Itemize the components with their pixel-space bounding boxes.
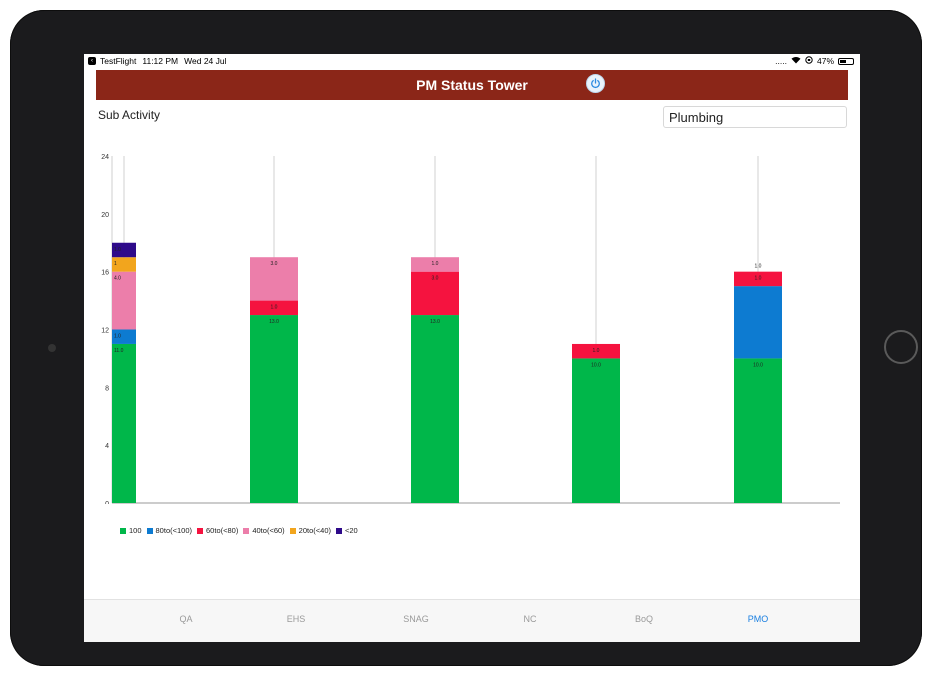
- legend-swatch: [197, 527, 204, 534]
- back-to-app-icon[interactable]: ‹: [88, 57, 96, 65]
- bar-segment: [112, 271, 136, 330]
- data-label: 3.0: [432, 276, 439, 282]
- tab-ehs[interactable]: EHS: [286, 614, 306, 624]
- data-label: 1.0: [593, 348, 600, 354]
- data-label: 1.0: [755, 276, 762, 282]
- status-time: 11:12 PM: [142, 56, 179, 66]
- battery-percent: 47%: [816, 56, 834, 66]
- bar-segment: [572, 358, 620, 503]
- bar-segment: [250, 257, 298, 301]
- app-screen: ‹ TestFlight 11:12 PM Wed 24 Jul ..... 4…: [84, 54, 860, 642]
- legend-swatch: [120, 527, 126, 534]
- tab-pmo[interactable]: PMO: [747, 614, 769, 624]
- data-label: 13.0: [269, 319, 279, 325]
- power-icon: [591, 78, 600, 89]
- y-tick-label: 12: [101, 328, 109, 335]
- legend-label: 100: [129, 526, 142, 535]
- legend-label: 80to(<100): [155, 526, 193, 535]
- bottom-tab-bar: QA EHS SNAG NC BoQ PMO: [84, 599, 860, 642]
- tab-nc[interactable]: NC: [523, 614, 537, 624]
- legend-item: <20: [336, 526, 358, 535]
- bar-segment: [250, 300, 298, 316]
- legend-label: 20to(<40): [298, 526, 331, 535]
- legend-label: 60to(<80): [206, 526, 239, 535]
- bar-segment: [572, 343, 620, 359]
- sub-activity-label: Sub Activity: [98, 108, 161, 122]
- data-label: 1.0: [755, 264, 762, 270]
- battery-icon: [838, 57, 854, 65]
- legend-swatch: [243, 527, 250, 534]
- sub-activity-select[interactable]: Plumbing: [663, 106, 847, 128]
- bar-segment: [250, 315, 298, 503]
- front-camera: [48, 344, 56, 352]
- legend-swatch: [336, 527, 342, 534]
- home-button[interactable]: [884, 330, 918, 364]
- legend-item: 40to(<60): [243, 526, 285, 535]
- status-date: Wed 24 Jul: [184, 56, 227, 66]
- data-label: 1.0: [271, 305, 278, 311]
- y-tick-label: 16: [101, 270, 109, 277]
- legend-item: 20to(<40): [289, 526, 331, 535]
- bar-segment: [112, 257, 136, 272]
- bar-segment: [734, 358, 782, 503]
- y-tick-label: 24: [101, 154, 109, 161]
- bar-segment: [112, 329, 136, 344]
- data-label: 11.0: [114, 348, 124, 354]
- ipad-frame: ‹ TestFlight 11:12 PM Wed 24 Jul ..... 4…: [10, 10, 922, 666]
- bar-segment: [411, 315, 459, 503]
- back-app-name[interactable]: TestFlight: [100, 56, 137, 66]
- y-tick-label: 20: [101, 212, 109, 219]
- data-label: 10.0: [753, 362, 763, 368]
- data-label: 1.0: [114, 334, 121, 340]
- legend-label: 40to(<60): [252, 526, 285, 535]
- data-label: 13.0: [430, 319, 440, 325]
- y-tick-label: 8: [105, 385, 109, 392]
- y-tick-label: 0: [105, 501, 109, 504]
- orientation-lock-icon: [805, 56, 813, 66]
- legend-item: 80to(<100): [146, 526, 193, 535]
- data-label: 3.0: [271, 261, 278, 267]
- cellular-signal-icon: .....: [775, 56, 787, 66]
- y-tick-label: 4: [105, 443, 109, 450]
- bar-segment: [734, 286, 782, 359]
- data-label: 1: [114, 261, 117, 267]
- status-bar-chart: 0481216202411.01.04.011.0Wing A13.01.03.…: [101, 154, 840, 504]
- page-title: PM Status Tower: [416, 77, 528, 93]
- title-bar: PM Status Tower: [96, 70, 848, 100]
- tab-snag[interactable]: SNAG: [403, 614, 429, 624]
- legend-swatch: [289, 527, 296, 534]
- data-label: 4.0: [114, 276, 121, 282]
- bar-segment: [411, 271, 459, 316]
- wifi-icon: [791, 56, 801, 66]
- power-button[interactable]: [586, 74, 605, 93]
- tab-boq[interactable]: BoQ: [634, 614, 654, 624]
- bar-segment: [112, 242, 136, 258]
- chart-legend: 100 80to(<100) 60to(<80) 40to(<60) 20to(<40)…: [120, 526, 358, 535]
- legend-swatch: [146, 527, 153, 534]
- data-label: 1.0: [432, 261, 439, 267]
- tab-qa[interactable]: QA: [179, 614, 193, 624]
- legend-item: 100: [120, 526, 142, 535]
- legend-label: <20: [345, 526, 358, 535]
- data-label: 1.0: [114, 247, 121, 253]
- legend-item: 60to(<80): [197, 526, 238, 535]
- status-bar: ‹ TestFlight 11:12 PM Wed 24 Jul ..... 4…: [84, 54, 860, 68]
- bar-segment: [411, 257, 459, 272]
- bar-segment: [112, 343, 136, 503]
- bar-segment: [734, 271, 782, 287]
- data-label: 10.0: [591, 362, 601, 368]
